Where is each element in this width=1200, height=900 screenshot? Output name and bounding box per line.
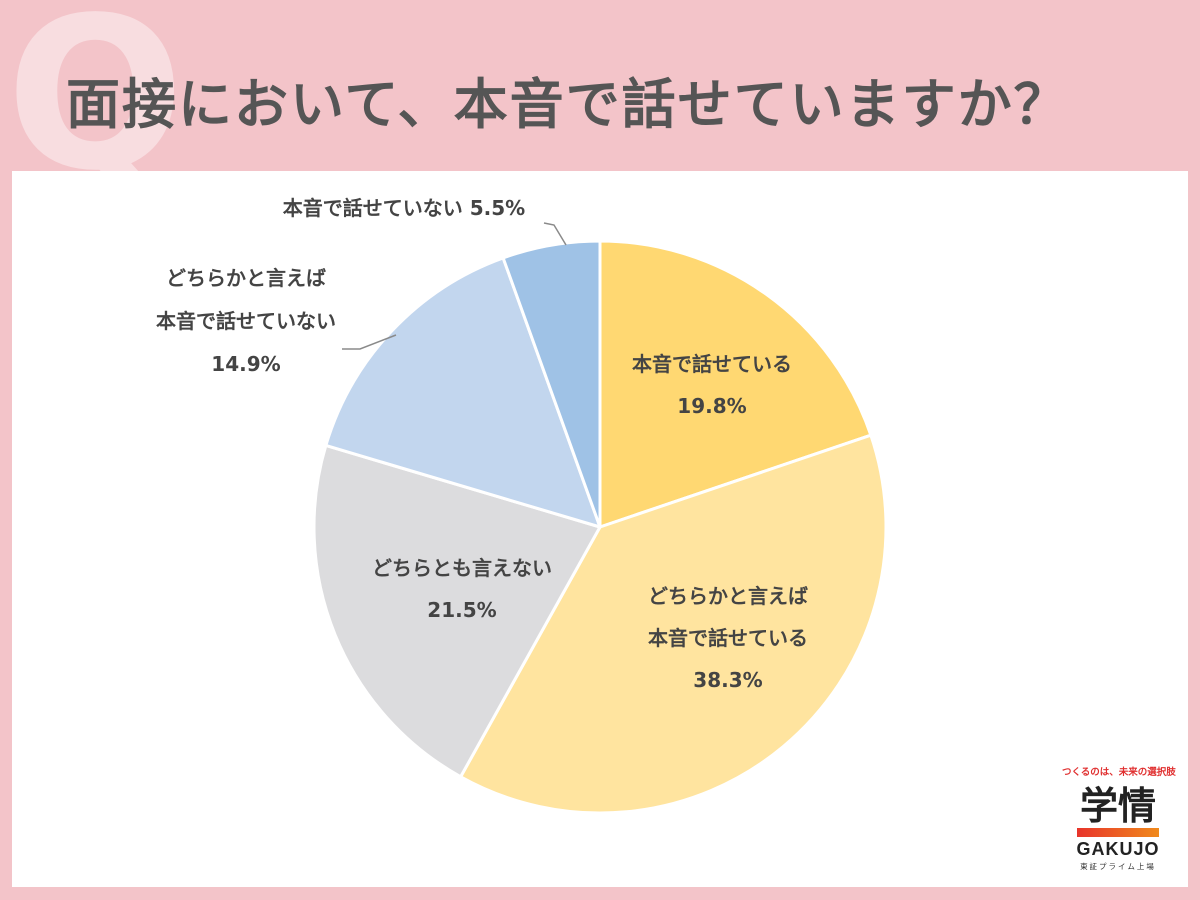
page-title: 面接において、本音で話せていますか？ [66,73,1070,136]
pie-slice-4 [324,256,602,529]
pie-slice-1 [598,239,873,529]
leader-line-5 [543,222,567,246]
pie-chart: 本音で話せている 19.8% どちらかと言えば本音で話せている 38.3% どちらとも言… [156,196,888,815]
slice-label-1: 本音で話せている 19.8% [632,352,792,418]
pie-slices [312,239,888,815]
logo-market-listing: 東証プライム上場 [1080,862,1156,871]
pie-slice-5 [501,239,602,529]
slice-label-5: 本音で話せていない 5.5% [283,196,525,220]
pie-slice-3 [312,443,602,779]
slice-label-2: どちらかと言えば本音で話せている 38.3% [648,584,808,692]
chart-panel: 本音で話せている 19.8% どちらかと言えば本音で話せている 38.3% どちらとも言… [12,171,1188,887]
slice-label-4: どちらかと言えば本音で話せていない 14.9% [156,266,336,376]
slice-label-3: どちらとも言えない 21.5% [372,556,552,622]
logo-gradient-bar [1077,828,1159,837]
pie-slice-2 [459,433,888,815]
logo-kanji: 学情 [1079,784,1156,828]
logo-name-en: GAKUJO [1076,839,1160,859]
q-watermark: Q [6,0,185,217]
leader-line-4 [342,334,397,350]
gakujo-logo: つくるのは、未来の選択肢 学情 GAKUJO 東証プライム上場 [1062,764,1176,880]
logo-tagline: つくるのは、未来の選択肢 [1062,767,1176,778]
